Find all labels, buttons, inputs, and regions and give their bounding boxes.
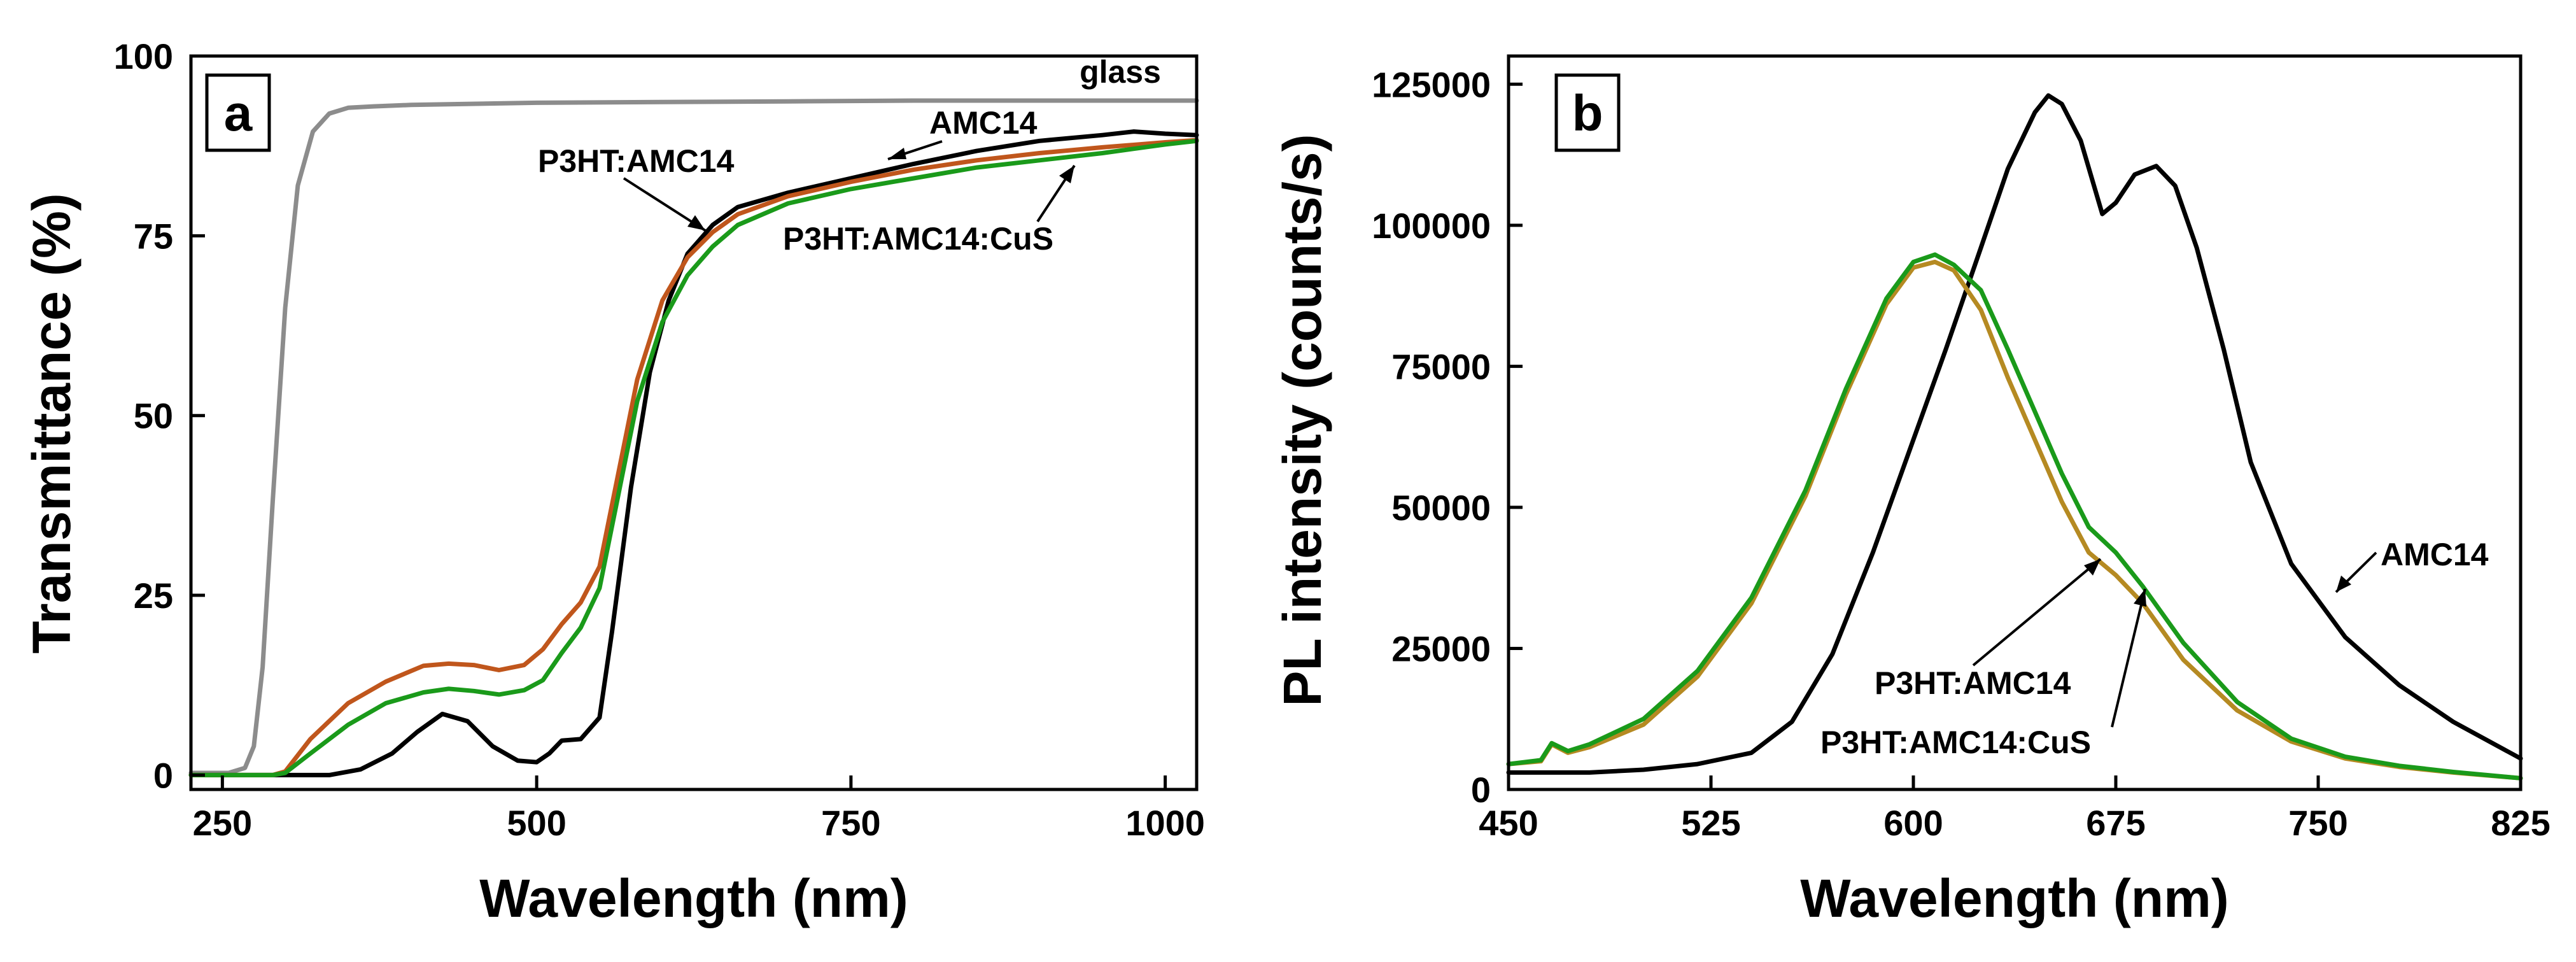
- panel-a-ytick-label: 0: [153, 755, 173, 795]
- panel-a-annotation-glass: glass: [1080, 54, 1161, 90]
- panel-a-xtick-label: 1000: [1125, 803, 1205, 843]
- panel-a-arrowhead-p3ht-amc14-cus: [1059, 166, 1074, 183]
- panel-b-series-p3ht-amc14: [1506, 259, 2523, 781]
- panel-a-annotation-p3ht-amc14: P3HT:AMC14: [538, 143, 735, 179]
- panel-b: 450 525 600 675 750 825 0 25000 50000 75000 100000…: [1272, 54, 2551, 928]
- panel-b-ytick-label: 75000: [1391, 346, 1491, 386]
- panel-a-xtick-label: 250: [193, 803, 252, 843]
- panel-b-series-p3ht-amc14-cus: [1506, 252, 2523, 781]
- panel-b-series-amc14: [1506, 93, 2523, 775]
- panel-a-arrowhead-p3ht-amc14: [687, 215, 705, 230]
- panel-a-letter: a: [224, 85, 253, 141]
- panel-a-series-amc14: [188, 129, 1199, 777]
- panel-b-arrowhead-p3ht-amc14: [2084, 559, 2101, 576]
- panel-a-ytick-label: 25: [134, 576, 173, 616]
- panel-b-ticks: 450 525 600 675 750 825 0 25000 50000 75000 100000…: [1372, 64, 2551, 843]
- panel-b-xtick-label: 450: [1479, 803, 1538, 843]
- panel-a-xtick-label: 750: [821, 803, 880, 843]
- panel-a: 250 500 750 1000 0 25 50 75 100 a Wavelength (nm…: [22, 36, 1205, 928]
- panel-b-arrow-p3ht-amc14: [1972, 558, 2102, 667]
- panel-b-ylabel: PL intensity (counts/s): [1272, 134, 1332, 706]
- panel-b-arrowhead-p3ht-amc14-cus: [2134, 589, 2146, 607]
- panel-b-letter: b: [1572, 85, 1603, 141]
- panel-a-ytick-label: 75: [134, 216, 173, 256]
- panel-b-xtick-label: 600: [1883, 803, 1943, 843]
- panel-a-ylabel: Transmittance (%): [22, 193, 81, 654]
- panel-b-xtick-label: 675: [2086, 803, 2145, 843]
- panel-b-xtick-label: 525: [1681, 803, 1740, 843]
- panel-a-frame: [189, 54, 1199, 791]
- panel-b-xlabel: Wavelength (nm): [1800, 868, 2229, 928]
- panel-b-series: [1506, 93, 2523, 781]
- panel-b-xtick-label: 825: [2491, 803, 2550, 843]
- panel-a-letter-box: [205, 73, 271, 152]
- panel-b-annotation-p3ht-amc14: P3HT:AMC14: [1875, 665, 2071, 701]
- panel-a-xlabel: Wavelength (nm): [479, 868, 908, 928]
- panel-a-series-p3ht-amc14-cus: [188, 138, 1199, 777]
- panel-a-arrowhead-amc14: [888, 148, 906, 159]
- panel-a-series-glass: [188, 98, 1199, 775]
- panel-b-letter-box: [1554, 73, 1621, 152]
- panel-a-xtick-label: 500: [507, 803, 566, 843]
- panel-b-ytick-label: 0: [1471, 770, 1491, 810]
- panel-a-ytick-label: 100: [114, 36, 173, 76]
- panel-b-frame: [1507, 54, 2523, 791]
- panel-b-annotation-amc14: AMC14: [2381, 537, 2489, 572]
- panel-a-annotation-amc14: AMC14: [929, 105, 1038, 141]
- panel-b-ytick-label: 125000: [1372, 64, 1491, 104]
- panel-b-ytick-label: 100000: [1372, 206, 1491, 246]
- panel-b-annotation-p3ht-amc14-cus: P3HT:AMC14:CuS: [1820, 725, 2091, 760]
- panel-b-arrow-p3ht-amc14-cus: [2111, 588, 2146, 728]
- panel-b-xtick-label: 750: [2288, 803, 2347, 843]
- panel-a-series: [188, 98, 1199, 777]
- panel-a-ticks: 250 500 750 1000 0 25 50 75 100: [114, 36, 1205, 843]
- panel-a-ytick-label: 50: [134, 396, 173, 436]
- panel-b-ytick-label: 25000: [1391, 628, 1491, 668]
- panel-a-annotation-p3ht-amc14-cus: P3HT:AMC14:CuS: [783, 221, 1053, 257]
- panel-a-series-p3ht-amc14: [188, 138, 1199, 777]
- panel-b-ytick-label: 50000: [1391, 488, 1491, 528]
- panel-b-arrowhead-amc14: [2336, 576, 2351, 592]
